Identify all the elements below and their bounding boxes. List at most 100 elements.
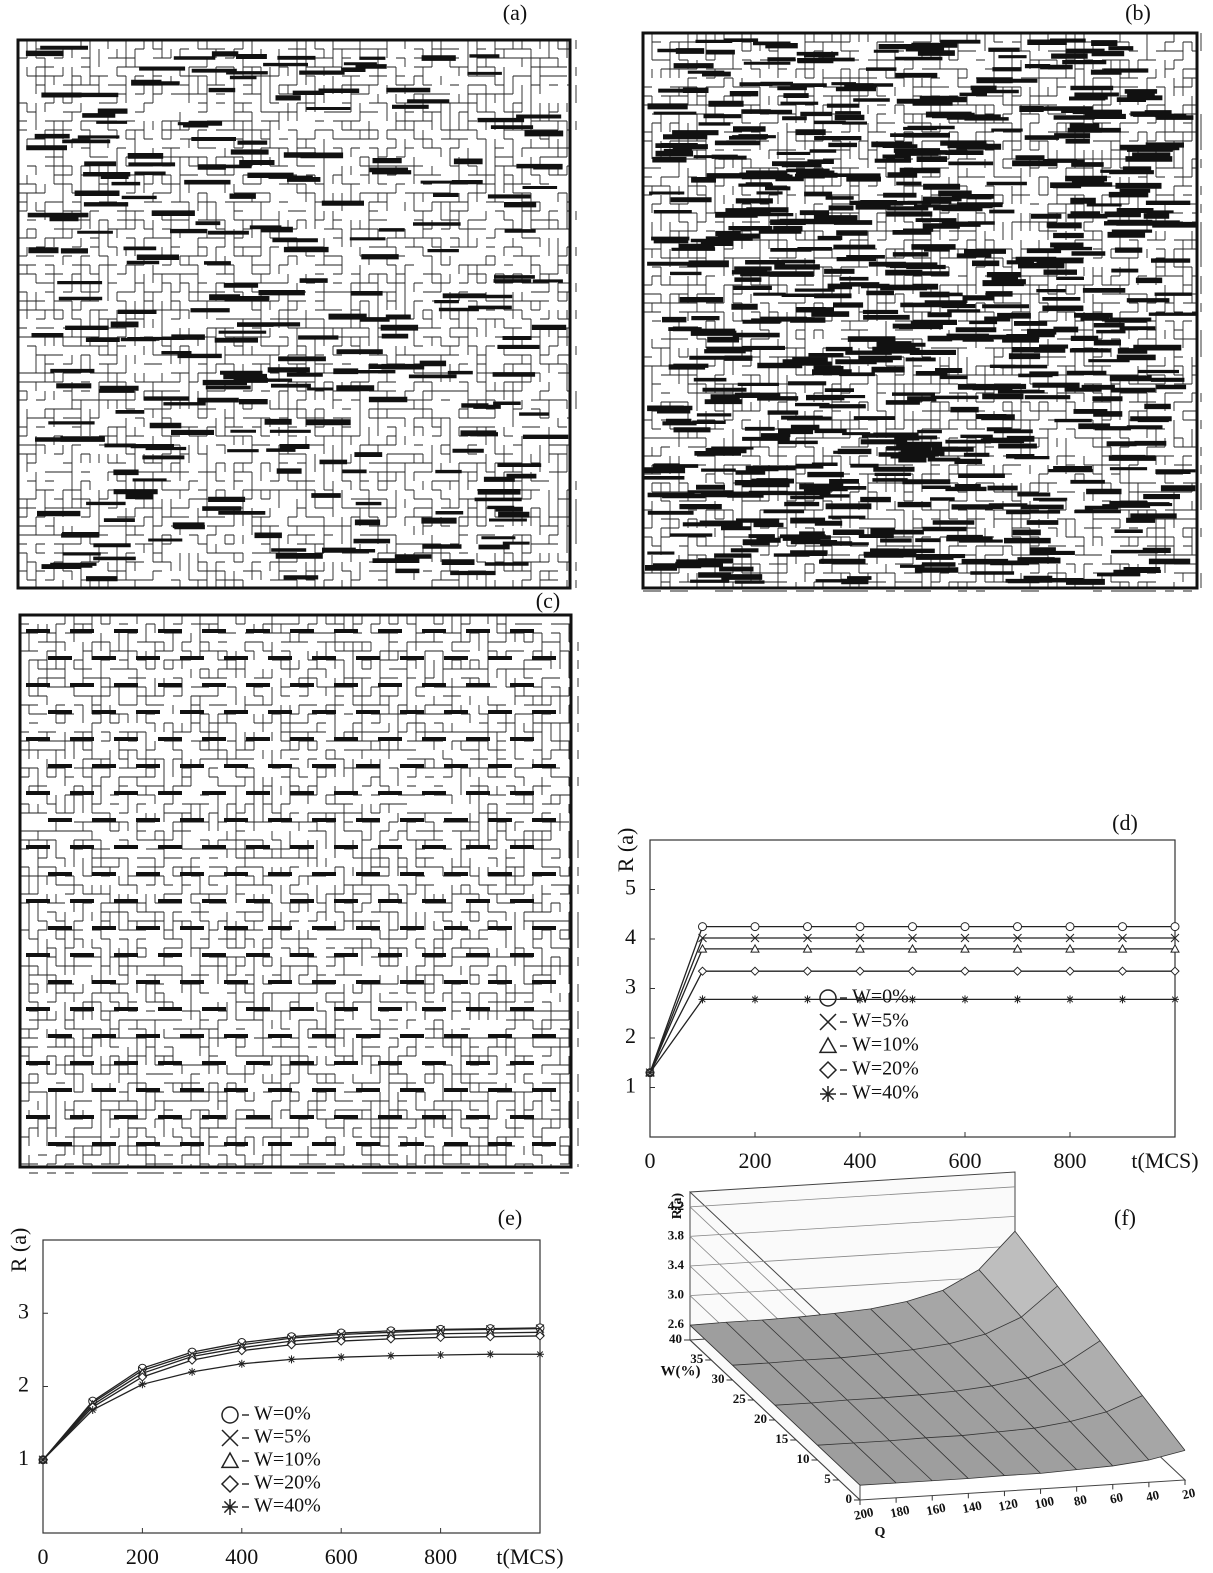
- panel-label: (f): [1114, 1205, 1136, 1230]
- z-tick-label: 2.6: [668, 1316, 685, 1331]
- x-tick-label: 200: [853, 1504, 875, 1523]
- x-tick-label: 400: [844, 1148, 877, 1173]
- y-tick-label: 1: [625, 1073, 636, 1098]
- y-tick-label: 3: [18, 1298, 29, 1323]
- y-tick-label: 2: [625, 1023, 636, 1048]
- data-marker: [387, 1352, 395, 1360]
- x-axis-label: t(MCS): [496, 1544, 563, 1569]
- x-tick-label: 600: [949, 1148, 982, 1173]
- x-tick-label: 0: [38, 1544, 49, 1569]
- y-tick-label: 30: [712, 1371, 725, 1386]
- data-marker: [804, 967, 812, 975]
- z-tick-label: 3.0: [668, 1287, 684, 1302]
- y-tick-label: 15: [775, 1431, 789, 1446]
- legend-marker: [222, 1476, 238, 1492]
- legend-marker: [222, 1499, 238, 1515]
- legend-label: W=0%: [254, 1403, 311, 1425]
- x-tick-label: 40: [1145, 1487, 1161, 1504]
- y-tick-label: 20: [754, 1411, 767, 1426]
- data-marker: [1171, 923, 1179, 931]
- legend-label: W=40%: [254, 1495, 321, 1517]
- x-tick-label: 600: [325, 1544, 358, 1569]
- x-tick-label: 100: [1033, 1493, 1055, 1512]
- data-marker: [437, 1351, 445, 1359]
- y-tick-label: 10: [797, 1451, 810, 1466]
- y-tick-label: 3: [625, 974, 636, 999]
- x-tick-label: 80: [1072, 1491, 1088, 1508]
- x-tick-label: 20: [1181, 1485, 1197, 1502]
- legend-marker: [222, 1430, 238, 1446]
- legend-label: W=10%: [852, 1034, 919, 1056]
- legend-label: W=0%: [852, 986, 909, 1008]
- y-axis-label: W(%): [661, 1363, 701, 1379]
- data-marker: [856, 967, 864, 975]
- x-axis-label: Q: [875, 1525, 886, 1540]
- x-tick-label: 60: [1109, 1489, 1125, 1506]
- data-marker: [909, 923, 917, 931]
- figure: (a)(b)(c)(d)R (a)123450200400600800t(MCS…: [0, 0, 1213, 1573]
- y-tick-label: 5: [824, 1471, 831, 1486]
- page: {"chart_data": [ {"type": "micrograph", …: [0, 0, 1213, 1573]
- particles: [26, 629, 556, 1146]
- data-marker: [856, 923, 864, 931]
- y-tick-label: 5: [625, 875, 636, 900]
- data-marker: [288, 1355, 296, 1363]
- y-tick-label: 25: [733, 1391, 747, 1406]
- legend-label: W=40%: [852, 1082, 919, 1104]
- x-tick-label: 140: [961, 1497, 983, 1516]
- y-axis-label: R (a): [6, 1228, 31, 1273]
- legend-label: W=10%: [254, 1449, 321, 1471]
- data-marker: [1066, 967, 1074, 975]
- data-marker: [1014, 967, 1022, 975]
- y-tick-label: 4: [625, 924, 636, 949]
- legend-label: W=5%: [852, 1010, 909, 1032]
- x-tick-label: 800: [424, 1544, 457, 1569]
- x-tick-label: 180: [889, 1502, 911, 1521]
- data-marker: [699, 923, 707, 931]
- data-marker: [804, 923, 812, 931]
- legend-marker: [820, 990, 836, 1006]
- legend-marker: [222, 1407, 238, 1423]
- y-axis-label: R (a): [613, 828, 638, 873]
- data-marker: [1171, 995, 1179, 1003]
- data-marker: [699, 967, 707, 975]
- y-tick-label: 40: [669, 1331, 682, 1346]
- data-marker: [238, 1360, 246, 1368]
- data-marker: [804, 995, 812, 1003]
- data-marker: [751, 967, 759, 975]
- data-marker: [699, 995, 707, 1003]
- data-marker: [751, 923, 759, 931]
- data-marker: [961, 967, 969, 975]
- panel-label: (e): [498, 1205, 522, 1230]
- x-tick-label: 800: [1054, 1148, 1087, 1173]
- data-marker: [1171, 967, 1179, 975]
- z-axis-label: R(a): [670, 1192, 685, 1219]
- panel-label: (d): [1112, 810, 1138, 835]
- legend-marker: [820, 1086, 836, 1102]
- data-marker: [856, 995, 864, 1003]
- legend-marker: [820, 1014, 836, 1030]
- data-marker: [1014, 995, 1022, 1003]
- x-tick-label: 120: [997, 1495, 1019, 1514]
- y-tick-label: 0: [846, 1491, 853, 1506]
- z-tick-label: 3.8: [668, 1227, 685, 1242]
- legend-marker: [820, 1038, 836, 1052]
- legend-marker: [222, 1453, 238, 1467]
- x-tick-label: 160: [925, 1500, 947, 1519]
- data-marker: [751, 995, 759, 1003]
- x-tick-label: 200: [126, 1544, 159, 1569]
- panel-label: (c): [536, 588, 560, 613]
- legend-label: W=20%: [852, 1058, 919, 1080]
- y-tick-label: 1: [18, 1445, 29, 1470]
- legend-label: W=20%: [254, 1472, 321, 1494]
- data-marker: [1066, 923, 1074, 931]
- y-tick-label: 2: [18, 1372, 29, 1397]
- data-marker: [138, 1380, 146, 1388]
- data-marker: [486, 1350, 494, 1358]
- legend-marker: [820, 1062, 836, 1078]
- data-marker: [1119, 995, 1127, 1003]
- data-marker: [39, 1456, 47, 1464]
- data-marker: [909, 967, 917, 975]
- x-tick-label: 200: [739, 1148, 772, 1173]
- x-axis-label: t(MCS): [1131, 1148, 1198, 1173]
